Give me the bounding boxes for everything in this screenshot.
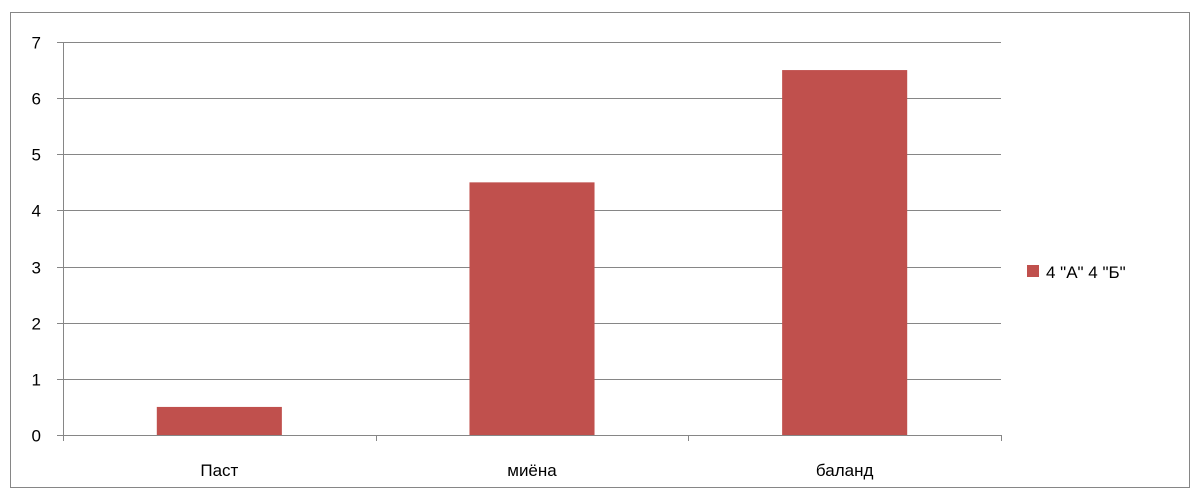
legend-label: 4 "А" 4 "Б"	[1046, 263, 1126, 282]
x-axis-category-labels: Паст миёна баланд	[200, 461, 873, 480]
axes	[63, 42, 1002, 441]
x-category-label: миёна	[507, 461, 557, 480]
y-tick-label: 4	[32, 202, 41, 221]
y-tick-label: 2	[32, 315, 41, 334]
y-axis-tick-labels: 0 1 2 3 4 5 6 7	[32, 34, 41, 446]
y-tick-label: 0	[32, 427, 41, 446]
bar	[782, 70, 908, 436]
y-tick-label: 5	[32, 146, 41, 165]
x-category-label: баланд	[816, 461, 874, 480]
legend-swatch	[1027, 265, 1039, 277]
y-tick-label: 3	[32, 259, 41, 278]
y-tick-label: 7	[32, 34, 41, 53]
bars	[156, 70, 908, 436]
bar	[156, 406, 282, 435]
y-tick-label: 1	[32, 371, 41, 390]
y-tick-label: 6	[32, 90, 41, 109]
legend: 4 "А" 4 "Б"	[1027, 263, 1126, 282]
x-category-label: Паст	[200, 461, 238, 480]
bar	[469, 182, 595, 435]
